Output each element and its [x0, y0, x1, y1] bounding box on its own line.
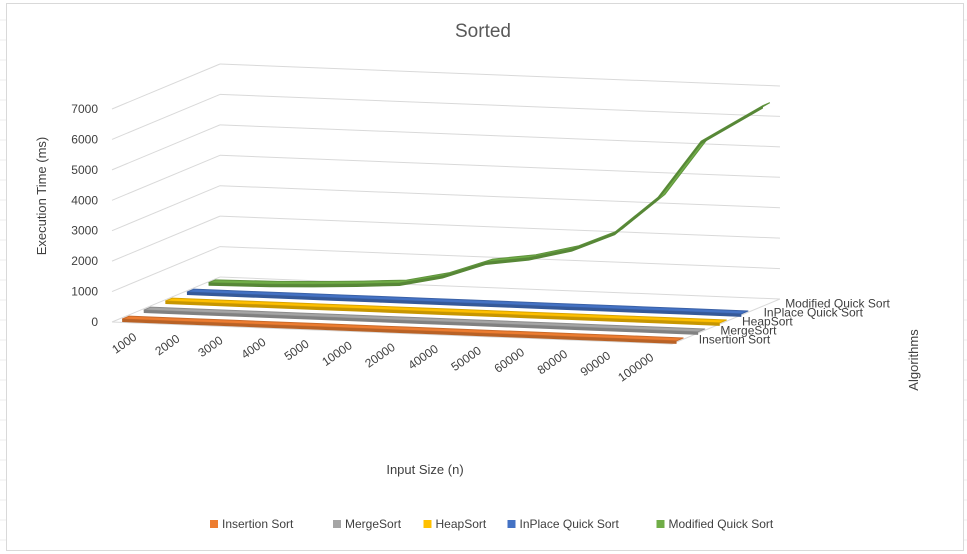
legend-swatch	[423, 520, 432, 528]
series-ribbon	[121, 315, 684, 342]
x-tick-label: 2000	[152, 331, 182, 358]
x-tick-label: 40000	[405, 341, 441, 372]
legend-swatch	[507, 520, 516, 528]
gridline-back	[219, 185, 781, 209]
floor-edge	[111, 298, 781, 345]
depth-tick-label: Insertion Sort	[699, 333, 771, 347]
chart-area[interactable]	[6, 3, 964, 551]
y-tick-label: 4000	[71, 193, 98, 207]
gridline-side	[111, 154, 221, 201]
y-axis-title: Execution Time (ms)	[34, 137, 49, 255]
legend[interactable]: Insertion Sort MergeSort HeapSort InPlace Q…	[210, 517, 774, 531]
y-axis-ticks: 0 1000 2000 3000 4000 5000 6000 7000	[71, 102, 98, 329]
gridline-side	[111, 185, 221, 232]
series-ribbon-edge	[165, 301, 720, 326]
gridline-back	[219, 154, 781, 178]
gridline-side	[111, 124, 221, 171]
legend-swatch	[210, 520, 218, 528]
series-ribbon-edge	[143, 310, 699, 335]
gridline-back	[219, 93, 781, 117]
x-tick-label: 1000	[109, 330, 139, 357]
x-tick-label: 20000	[362, 340, 398, 371]
y-tick-label: 7000	[71, 102, 98, 116]
x-tick-label: 60000	[492, 345, 528, 376]
legend-label: HeapSort	[436, 517, 487, 531]
gridline-side	[111, 93, 221, 140]
gridline-side	[111, 63, 221, 110]
depth-tick-label: InPlace Quick Sort	[764, 306, 864, 320]
depth-tick-label: MergeSort	[720, 324, 777, 338]
y-tick-label: 5000	[71, 163, 98, 177]
series-ribbon	[143, 306, 706, 333]
y-tick-label: 6000	[71, 132, 98, 146]
series-ribbon-edge	[122, 319, 677, 344]
y-tick-label: 3000	[71, 224, 98, 238]
y-tick-label: 0	[91, 315, 98, 329]
gridline-side	[111, 276, 221, 323]
gridline-back	[219, 63, 781, 87]
gridline-back	[219, 276, 781, 300]
depth-axis-title: Algorithms	[906, 329, 921, 391]
series-ribbon	[165, 297, 727, 324]
x-tick-label: 4000	[239, 335, 269, 362]
legend-label: Modified Quick Sort	[669, 517, 774, 531]
x-tick-label: 50000	[449, 343, 485, 374]
chart-title: Sorted	[455, 21, 511, 42]
gridline-back	[219, 124, 781, 148]
depth-tick-label: HeapSort	[742, 315, 793, 329]
y-gridlines	[111, 63, 781, 345]
gridline-back	[219, 215, 781, 239]
gridline-back	[219, 246, 781, 270]
series-ribbon-edge	[186, 292, 742, 317]
gridline-side	[111, 215, 221, 262]
x-tick-label: 80000	[535, 347, 571, 378]
y-tick-label: 1000	[71, 285, 98, 299]
depth-tick-label: Modified Quick Sort	[785, 297, 890, 311]
x-tick-label: 3000	[196, 333, 226, 360]
x-axis-title: Input Size (n)	[386, 462, 463, 477]
x-tick-label: 5000	[282, 336, 312, 363]
legend-label: MergeSort	[345, 517, 402, 531]
y-tick-label: 2000	[71, 254, 98, 268]
gridline-side	[111, 246, 221, 293]
x-tick-label: 90000	[578, 348, 614, 379]
series-ribbon	[186, 288, 749, 315]
legend-label: InPlace Quick Sort	[520, 517, 620, 531]
legend-swatch	[656, 520, 665, 528]
legend-label: Insertion Sort	[222, 517, 294, 531]
x-tick-label: 100000	[615, 350, 656, 385]
series-ribbons	[121, 102, 771, 344]
legend-swatch	[333, 520, 341, 528]
x-tick-label: 10000	[319, 338, 355, 369]
